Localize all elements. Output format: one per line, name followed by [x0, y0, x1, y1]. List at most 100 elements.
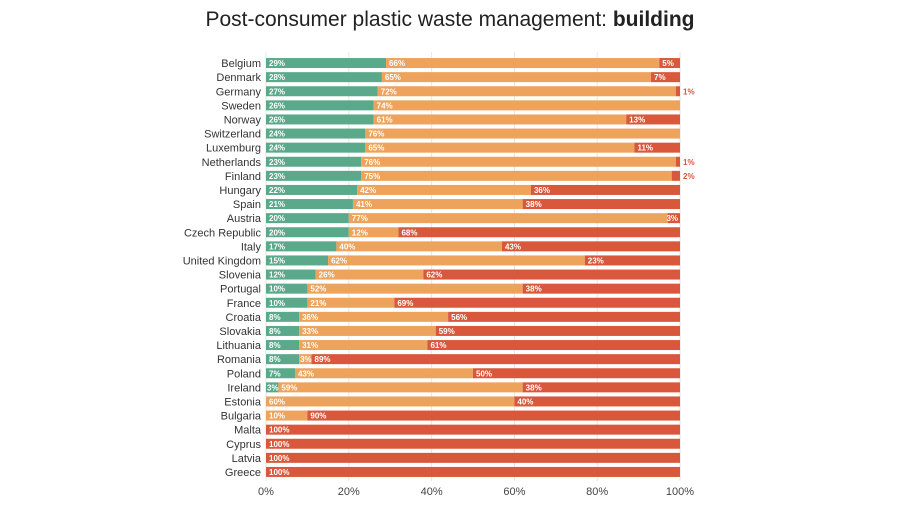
data-label: 7% [654, 73, 666, 82]
data-label: 8% [269, 341, 281, 350]
data-label: 10% [269, 412, 285, 421]
data-label: 12% [352, 228, 368, 237]
bar-segment [671, 170, 680, 181]
data-label: 5% [662, 59, 674, 68]
bar-segment [266, 410, 308, 421]
data-label: 29% [269, 59, 285, 68]
bar-segment [357, 184, 531, 195]
data-label: 56% [451, 313, 467, 322]
data-label: 38% [526, 383, 542, 392]
bar-segment [336, 241, 502, 252]
data-label: 52% [310, 285, 326, 294]
bar-segment [266, 86, 378, 97]
category-label: Germany [216, 86, 262, 98]
data-label: 21% [269, 200, 285, 209]
data-label: 66% [389, 59, 405, 68]
data-label: 62% [426, 271, 442, 280]
bar-segment [423, 269, 680, 280]
data-label: 1% [683, 158, 695, 167]
data-label: 23% [269, 158, 285, 167]
data-label: 7% [269, 369, 281, 378]
bar-segment [514, 396, 680, 407]
data-label: 31% [302, 341, 318, 350]
bar-segment [307, 410, 680, 421]
bar-segment [266, 114, 374, 125]
data-label: 100% [269, 454, 289, 463]
bar-segment [266, 199, 353, 210]
category-label: Malta [234, 425, 262, 437]
bar-segment [394, 297, 680, 308]
bar-segment [634, 142, 680, 153]
x-tick-label: 60% [503, 486, 525, 498]
bar-segment [365, 142, 635, 153]
data-label: 50% [476, 369, 492, 378]
bar-segment [266, 340, 300, 351]
category-label: Portugal [220, 284, 261, 296]
data-label: 59% [439, 327, 455, 336]
category-label: Estonia [224, 396, 262, 408]
category-label: Luxemburg [206, 143, 261, 155]
data-label: 12% [269, 271, 285, 280]
data-label: 65% [385, 73, 401, 82]
bar-segment [266, 170, 362, 181]
category-label: Latvia [232, 453, 262, 465]
category-label: Romania [217, 354, 262, 366]
data-label: 76% [364, 158, 380, 167]
data-label: 77% [352, 214, 368, 223]
bar-segment [266, 424, 680, 435]
bar-segment [522, 382, 680, 393]
data-label: 17% [269, 242, 285, 251]
data-label: 76% [368, 130, 384, 139]
data-label: 8% [269, 355, 281, 364]
data-label: 23% [269, 172, 285, 181]
data-label: 100% [269, 426, 289, 435]
bar-segment [266, 382, 279, 393]
bar-segment [266, 58, 387, 69]
bar-segment [381, 72, 652, 83]
data-label: 42% [360, 186, 376, 195]
data-label: 26% [319, 271, 335, 280]
category-label: Switzerland [204, 129, 261, 141]
data-label: 11% [637, 144, 653, 153]
data-label: 68% [401, 228, 417, 237]
data-label: 89% [315, 355, 331, 364]
bar-segment [266, 72, 382, 83]
bar-segment [266, 269, 316, 280]
data-label: 24% [269, 130, 285, 139]
x-tick-label: 100% [666, 486, 694, 498]
category-label: Italy [241, 241, 262, 253]
data-label: 61% [430, 341, 446, 350]
bar-segment [675, 156, 680, 167]
bar-segment [398, 227, 680, 238]
data-label: 59% [281, 383, 297, 392]
bar-segment [266, 311, 300, 322]
bar-segment [361, 156, 676, 167]
data-label: 33% [302, 327, 318, 336]
data-label: 100% [269, 468, 289, 477]
x-tick-label: 0% [258, 486, 274, 498]
data-label: 75% [364, 172, 380, 181]
data-label: 40% [517, 397, 533, 406]
bar-segment [266, 227, 349, 238]
bar-segment [584, 255, 680, 266]
data-label: 74% [377, 101, 393, 110]
bar-segment [266, 213, 349, 224]
bar-segment [522, 199, 680, 210]
bar-segment [266, 100, 374, 111]
bar-segment [373, 100, 680, 111]
data-label: 41% [356, 200, 372, 209]
data-label: 60% [269, 397, 285, 406]
bar-segment [365, 128, 680, 139]
bar-segment [651, 72, 680, 83]
bar-segment [266, 128, 366, 139]
bar-segment [501, 241, 680, 252]
bar-segment [667, 213, 680, 224]
bar-segment [435, 325, 680, 336]
data-label: 36% [534, 186, 550, 195]
bar-segment [299, 354, 312, 365]
data-label: 27% [269, 87, 285, 96]
data-label: 43% [298, 369, 314, 378]
bar-segment [266, 297, 308, 308]
x-tick-label: 40% [421, 486, 443, 498]
